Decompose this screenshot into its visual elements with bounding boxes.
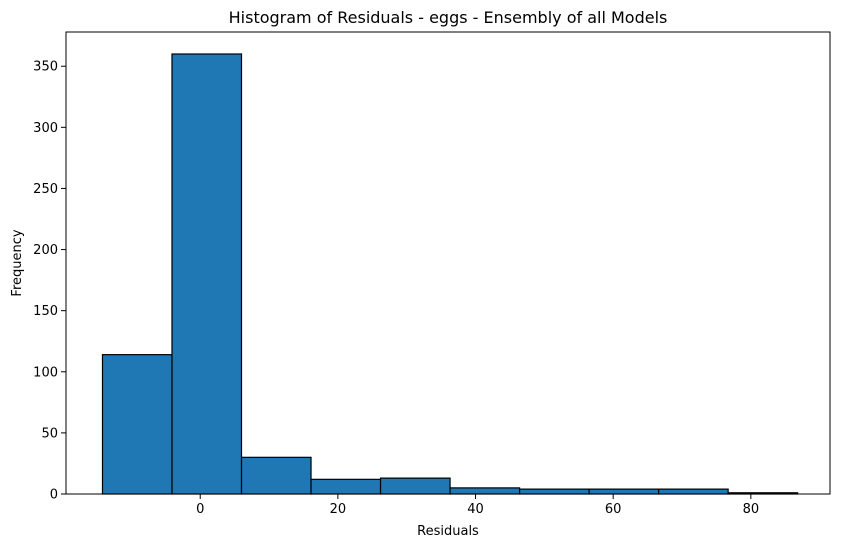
histogram-bar (518, 488, 590, 495)
histogram-bar (658, 488, 729, 495)
bars-layer (101, 53, 799, 495)
y-tick-label: 0 (50, 488, 58, 503)
histogram-bar (310, 478, 382, 495)
y-tick-label: 150 (33, 304, 58, 319)
y-tick-label: 200 (33, 243, 58, 258)
plot-frame (65, 31, 831, 495)
x-axis: 0 20 40 60 80 (196, 494, 759, 517)
histogram-bar (171, 53, 243, 495)
y-tick-label: 350 (33, 60, 58, 75)
histogram-bar (101, 354, 173, 495)
x-tick-label: 40 (467, 502, 484, 517)
histogram-bar (449, 487, 521, 495)
histogram-bar (240, 456, 312, 495)
y-axis: 0 50 100 150 200 250 300 350 (33, 60, 66, 503)
y-tick-label: 250 (33, 182, 58, 197)
x-tick-label: 80 (743, 502, 760, 517)
y-axis-label: Frequency (10, 229, 25, 296)
x-tick-label: 20 (330, 502, 347, 517)
y-tick-label: 300 (33, 121, 58, 136)
x-axis-label: Residuals (417, 524, 479, 539)
x-tick-label: 0 (196, 502, 204, 517)
chart-title: Histogram of Residuals - eggs - Ensembly… (229, 8, 668, 27)
y-tick-label: 50 (41, 426, 58, 441)
histogram-bar (588, 488, 660, 495)
y-tick-label: 100 (33, 365, 58, 380)
x-tick-label: 60 (605, 502, 622, 517)
histogram-bar (379, 477, 451, 495)
